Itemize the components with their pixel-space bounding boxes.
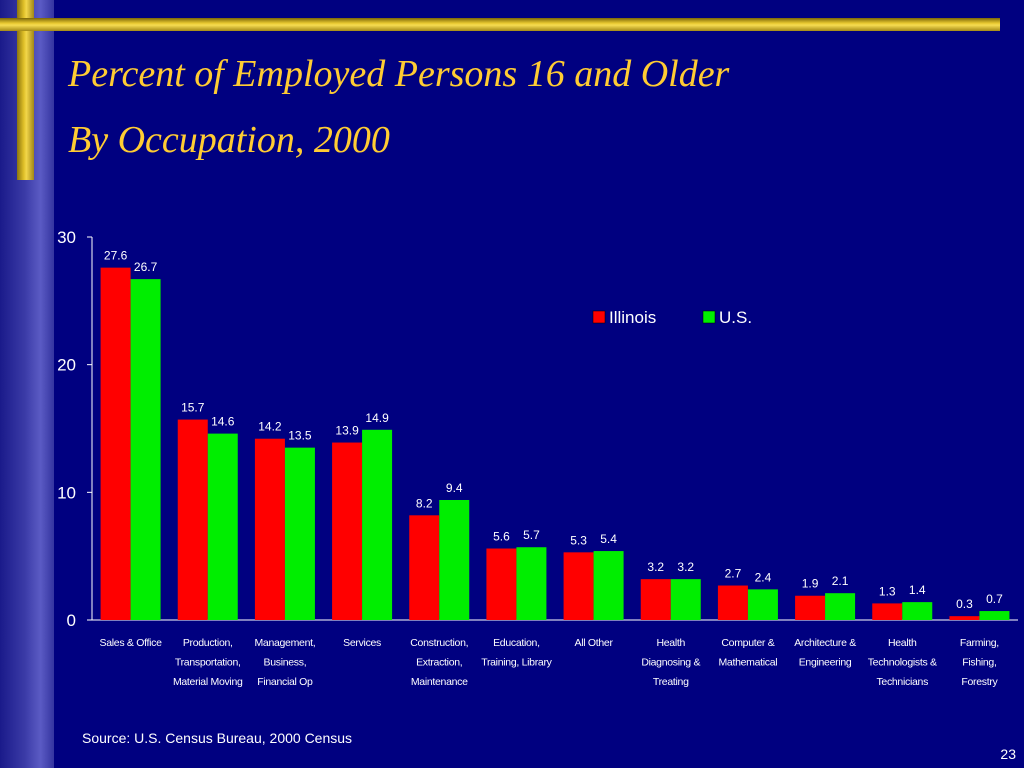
x-category-label: Financial Op	[257, 676, 313, 688]
x-category-label: Material Moving	[173, 676, 243, 688]
bar-us	[284, 447, 315, 620]
slide-title-line-2: By Occupation, 2000	[68, 119, 390, 161]
bar-illinois	[486, 548, 517, 620]
data-label: 13.5	[288, 429, 312, 443]
bar-illinois	[640, 579, 671, 620]
data-label: 5.3	[570, 533, 587, 547]
legend-swatch-illinois	[592, 310, 606, 324]
data-label: 5.4	[600, 532, 617, 546]
x-category-label: Diagnosing &	[641, 657, 700, 669]
bar-illinois	[717, 585, 748, 620]
bar-us	[130, 279, 161, 620]
x-category-label: Construction,	[410, 637, 468, 649]
x-category-label: Health	[656, 637, 685, 649]
y-tick-label: 10	[57, 483, 76, 502]
data-label: 3.2	[647, 560, 664, 574]
x-category-label: All Other	[575, 637, 614, 649]
data-label: 15.7	[181, 401, 205, 415]
x-category-label: Technologists &	[868, 657, 937, 669]
y-tick-label: 20	[57, 356, 76, 375]
bar-illinois	[563, 552, 594, 620]
data-label: 5.6	[493, 530, 510, 544]
x-category-label: Training, Library	[481, 657, 552, 669]
x-category-label: Treating	[653, 676, 689, 688]
x-category-label: Maintenance	[411, 676, 468, 688]
x-category-label: Architecture &	[794, 637, 856, 649]
data-label: 14.2	[258, 420, 282, 434]
data-label: 1.4	[909, 583, 926, 597]
bar-us	[362, 429, 393, 620]
x-category-label: Technicians	[876, 676, 928, 688]
x-category-label: Extraction,	[416, 657, 462, 669]
bar-illinois	[254, 438, 285, 620]
page-number: 23	[1000, 746, 1016, 762]
data-label: 5.7	[523, 528, 540, 542]
x-category-label: Farming,	[960, 637, 999, 649]
bar-illinois	[332, 442, 363, 620]
x-category-label: Health	[888, 637, 917, 649]
bar-us	[979, 611, 1010, 620]
x-category-label: Business,	[264, 657, 307, 669]
data-label: 27.6	[104, 249, 128, 263]
data-label: 2.4	[755, 570, 772, 584]
x-category-label: Education,	[493, 637, 540, 649]
x-category-label: Engineering	[799, 657, 852, 669]
legend-label-us: U.S.	[719, 308, 752, 327]
bar-us	[825, 593, 856, 620]
x-category-label: Management,	[254, 637, 315, 649]
legend-swatch-us	[702, 310, 716, 324]
x-category-label: Computer &	[721, 637, 774, 649]
data-label: 1.3	[879, 584, 896, 598]
data-label: 2.7	[725, 567, 742, 581]
x-category-label: Mathematical	[718, 657, 777, 669]
bar-illinois	[872, 603, 903, 620]
bar-us	[439, 499, 470, 620]
data-label: 8.2	[416, 496, 433, 510]
x-category-label: Production,	[183, 637, 233, 649]
bar-illinois	[100, 267, 131, 620]
bar-illinois	[409, 515, 440, 620]
bar-us	[670, 579, 701, 620]
slide-title-line-1: Percent of Employed Persons 16 and Older	[68, 53, 730, 95]
bar-illinois	[949, 616, 980, 620]
data-label: 9.4	[446, 481, 463, 495]
data-label: 2.1	[832, 574, 849, 588]
bar-us	[902, 602, 933, 620]
x-category-label: Forestry	[961, 676, 998, 688]
bar-illinois	[177, 419, 208, 620]
bar-illinois	[795, 595, 826, 620]
bar-us	[516, 547, 547, 620]
x-category-label: Transportation,	[175, 657, 241, 669]
bar-us	[207, 433, 238, 620]
y-tick-label: 0	[67, 611, 76, 630]
data-label: 1.9	[802, 577, 819, 591]
legend-label-illinois: Illinois	[609, 308, 656, 327]
y-tick-label: 30	[57, 228, 76, 247]
x-category-label: Sales & Office	[100, 637, 163, 649]
x-category-label: Fishing,	[962, 657, 996, 669]
data-label: 0.7	[986, 592, 1003, 606]
data-label: 14.6	[211, 415, 235, 429]
gold-horizontal-bar	[0, 18, 1000, 31]
bar-us	[747, 589, 778, 620]
x-category-label: Services	[343, 637, 381, 649]
gold-vertical-bar	[17, 0, 34, 180]
data-label: 26.7	[134, 260, 158, 274]
data-label: 13.9	[335, 424, 359, 438]
data-label: 0.3	[956, 597, 973, 611]
data-label: 14.9	[365, 411, 389, 425]
source-note: Source: U.S. Census Bureau, 2000 Census	[82, 730, 353, 746]
data-label: 3.2	[677, 560, 694, 574]
bar-us	[593, 551, 624, 620]
